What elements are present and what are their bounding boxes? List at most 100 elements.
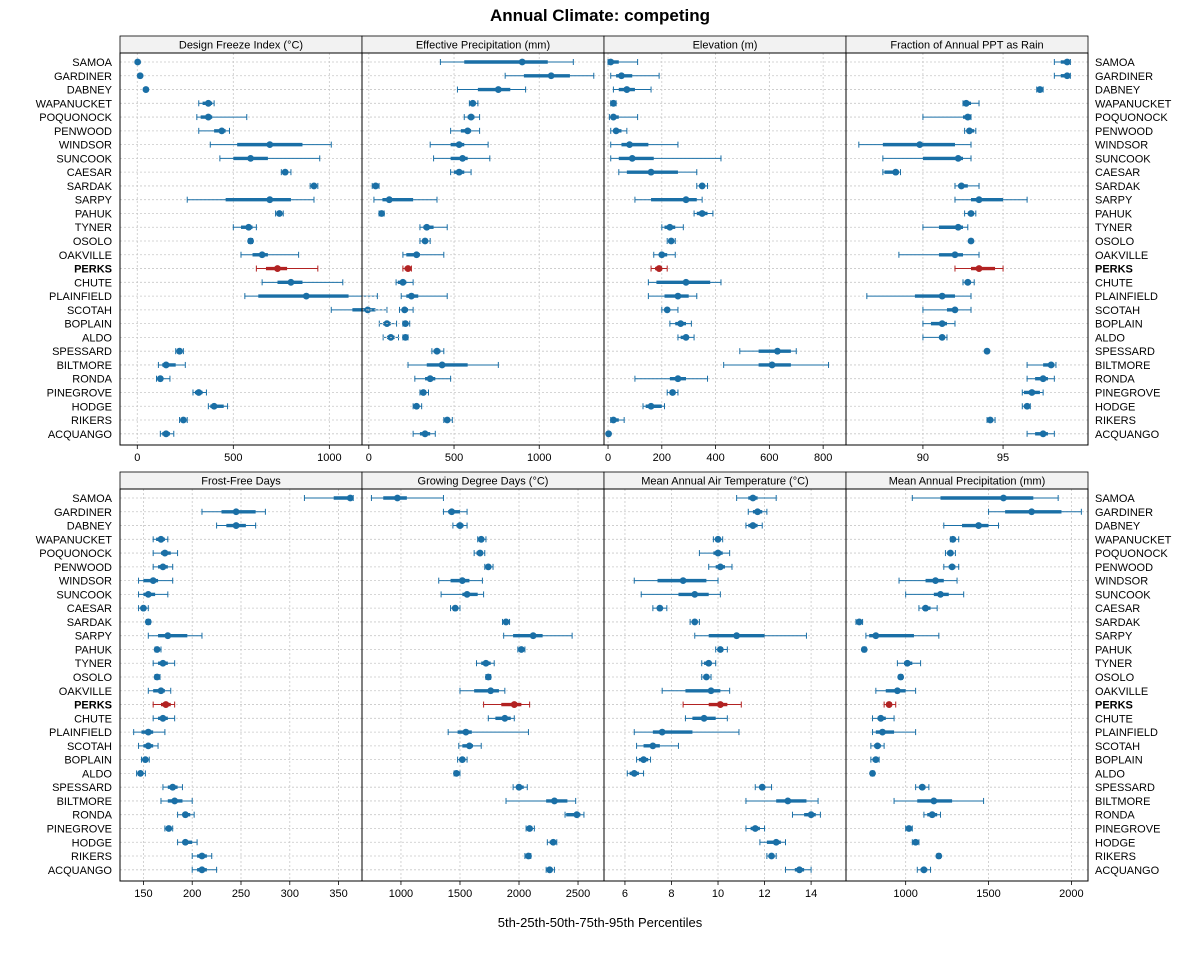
- row-label-oakville: OAKVILLE: [59, 250, 112, 262]
- data-mark-caesar: [450, 604, 461, 612]
- row-label-aldo: ALDO: [82, 332, 112, 344]
- row-label-rikers: RIKERS: [1095, 851, 1136, 863]
- median-point: [204, 99, 212, 107]
- data-mark-perks: [255, 265, 319, 272]
- x-axis-label: 5th-25th-50th-75th-95th Percentiles: [498, 915, 703, 930]
- data-mark-spessard: [162, 783, 183, 791]
- data-mark-chute: [647, 278, 722, 286]
- data-mark-pahuk: [715, 646, 728, 653]
- median-point: [1039, 375, 1047, 383]
- data-mark-rikers: [191, 852, 213, 860]
- median-point: [1039, 430, 1047, 438]
- median-point: [922, 604, 929, 612]
- panel-mean-annual-precipitation-mm: Mean Annual Precipitation (mm) 1000 1500 20…: [845, 471, 1089, 900]
- row-label-rikers: RIKERS: [71, 851, 112, 863]
- row-label-hodge: HODGE: [72, 401, 112, 413]
- data-mark-oakville: [459, 687, 506, 695]
- row-label-wapanucket: WAPANUCKET: [36, 98, 113, 110]
- data-mark-plainfield: [244, 292, 378, 300]
- x-tick-label: 2000: [1059, 888, 1083, 900]
- data-mark-pinegrove: [666, 389, 679, 396]
- row-label-sardak: SARDAK: [1095, 181, 1141, 193]
- row-label-perks: PERKS: [74, 264, 112, 276]
- data-mark-osolo: [484, 673, 492, 681]
- data-mark-aldo: [402, 334, 409, 341]
- row-label-gardiner: GARDINER: [54, 71, 112, 83]
- row-label-samoa: SAMOA: [1095, 493, 1135, 505]
- row-label-wapanucket: WAPANUCKET: [36, 534, 113, 546]
- panel-title: Growing Degree Days (°C): [418, 476, 549, 488]
- median-point: [157, 687, 165, 695]
- row-label-boplain: BOPLAIN: [1095, 319, 1143, 331]
- median-point: [266, 141, 274, 149]
- panel-title: Elevation (m): [693, 40, 758, 52]
- row-label-tyner: TYNER: [1095, 222, 1132, 234]
- data-mark-dabney: [612, 86, 652, 93]
- data-mark-plainfield: [447, 728, 529, 736]
- data-mark-wapanucket: [152, 535, 169, 543]
- median-point: [1023, 402, 1031, 410]
- data-mark-pinegrove: [192, 389, 207, 396]
- median-point: [716, 563, 724, 571]
- data-mark-penwood: [484, 563, 494, 571]
- data-mark-suncook: [219, 154, 321, 162]
- data-mark-poquonock: [473, 549, 486, 557]
- data-mark-samoa: [736, 494, 777, 502]
- data-mark-suncook: [138, 590, 169, 598]
- x-tick-label: 500: [445, 452, 463, 464]
- median-point: [426, 375, 434, 383]
- data-mark-hodge: [759, 838, 786, 846]
- data-mark-penwood: [198, 127, 230, 135]
- data-mark-gardiner: [504, 72, 595, 80]
- data-mark-aldo: [677, 334, 695, 341]
- row-label-hodge: HODGE: [1095, 837, 1135, 849]
- median-point: [421, 430, 429, 438]
- median-point: [966, 127, 973, 135]
- row-label-tyner: TYNER: [1095, 658, 1132, 670]
- median-point: [656, 604, 664, 612]
- median-point: [640, 756, 647, 764]
- row-label-windsor: WINDSOR: [1095, 576, 1148, 588]
- median-point: [487, 687, 495, 695]
- median-point: [399, 278, 407, 286]
- row-label-windsor: WINDSOR: [59, 140, 112, 152]
- median-point: [698, 182, 706, 190]
- median-point: [419, 389, 427, 396]
- data-mark-perks: [402, 265, 412, 272]
- data-mark-gardiner: [201, 508, 266, 516]
- row-label-hodge: HODGE: [72, 837, 112, 849]
- median-point: [630, 770, 638, 777]
- median-point: [144, 728, 152, 736]
- median-point: [162, 361, 170, 369]
- data-mark-windsor: [209, 141, 332, 149]
- median-point: [920, 866, 928, 874]
- data-mark-ronda: [791, 811, 821, 819]
- row-label-gardiner: GARDINER: [1095, 71, 1153, 83]
- data-mark-tyner: [661, 223, 684, 231]
- row-label-pinegrove: PINEGROVE: [1095, 823, 1160, 835]
- row-label-spessard: SPESSARD: [1095, 346, 1155, 358]
- panel-fraction-of-annual-ppt-as-rain: Fraction of Annual PPT as Rain 90 95: [845, 35, 1089, 464]
- data-mark-scotah: [661, 306, 679, 314]
- data-mark-chute: [487, 714, 515, 722]
- data-mark-osolo: [247, 237, 255, 245]
- panel-effective-precipitation-mm: Effective Precipitation (mm) 0 500 1000: [361, 35, 605, 464]
- x-tick-label: 1500: [448, 888, 472, 900]
- data-mark-caesar: [918, 604, 938, 612]
- data-mark-gardiner: [136, 72, 144, 80]
- median-point: [1028, 508, 1036, 516]
- median-point: [877, 714, 885, 722]
- median-point: [232, 508, 240, 516]
- row-label-plainfield: PLAINFIELD: [1095, 727, 1158, 739]
- median-point: [1028, 389, 1036, 396]
- median-point: [1036, 86, 1044, 93]
- median-point: [714, 549, 722, 557]
- data-mark-wapanucket: [949, 535, 960, 543]
- row-label-suncook: SUNCOOK: [1095, 589, 1151, 601]
- panel-title: Mean Annual Air Temperature (°C): [641, 476, 808, 488]
- data-mark-boplain: [402, 320, 411, 328]
- data-mark-dabney: [142, 86, 150, 93]
- data-mark-windsor: [138, 577, 174, 585]
- row-label-windsor: WINDSOR: [59, 576, 112, 588]
- data-mark-suncook: [882, 154, 972, 162]
